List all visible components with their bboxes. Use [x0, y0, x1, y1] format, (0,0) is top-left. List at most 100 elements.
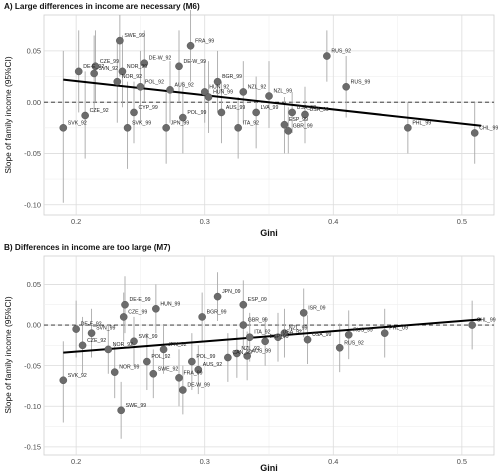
- data-point: [280, 329, 289, 337]
- data-point: [344, 330, 353, 339]
- point-label: FRA_99: [195, 38, 214, 44]
- y-tick-label: 0.00: [27, 321, 41, 330]
- data-point: [213, 292, 222, 301]
- point-label: HUN_99: [160, 301, 180, 307]
- point-label: DE-W_99: [184, 59, 207, 65]
- data-point: [217, 108, 226, 117]
- panel-b-tick-labels: 0.2 0.3 0.4 0.5 -0.15 -0.10 -0.05 0.00 0.05: [24, 280, 467, 466]
- data-point: [280, 120, 289, 129]
- point-label: POL_99: [187, 110, 206, 116]
- panel-b-point-labels: SVK_92 DE-E_92 CZE_92 SVN_99 NOR_92 NOR_99 SWE…: [68, 289, 496, 409]
- data-point: [175, 374, 183, 382]
- data-point: [159, 345, 168, 354]
- data-point: [143, 357, 151, 366]
- data-point: [113, 77, 122, 86]
- panel-a: A) Large differences in income are neces…: [3, 2, 498, 238]
- point-label: ISR_09: [308, 305, 325, 311]
- data-point: [234, 124, 242, 132]
- y-tick-label: 0.05: [27, 46, 41, 55]
- data-point: [252, 108, 260, 117]
- point-label: ITA_92: [254, 330, 270, 336]
- data-point: [59, 376, 68, 385]
- point-label: USA_99: [312, 332, 331, 338]
- data-point: [179, 113, 187, 122]
- data-point: [117, 406, 125, 415]
- data-point: [175, 62, 183, 71]
- point-label: SVN_92: [99, 66, 118, 72]
- y-tick-label: -0.10: [24, 200, 41, 209]
- point-label: DE-E_99: [130, 297, 151, 303]
- x-tick-label: 0.3: [200, 457, 210, 466]
- point-label: SWE_99: [124, 33, 145, 39]
- point-label: DE-E_92: [81, 322, 102, 328]
- point-label: ESP_09: [248, 297, 267, 303]
- point-label: LVA_99: [261, 105, 279, 111]
- data-point: [288, 108, 296, 117]
- point-label: GBR_99: [293, 123, 313, 129]
- x-tick-label: 0.4: [328, 457, 338, 466]
- point-label: PHL_09: [389, 326, 408, 332]
- point-label: SVK_92: [68, 373, 87, 379]
- panel-b-title: B) Differences in income are too large (…: [4, 243, 171, 252]
- data-point: [342, 82, 350, 91]
- data-point: [81, 111, 89, 120]
- data-point: [136, 82, 145, 91]
- point-label: RUS_92: [344, 340, 364, 346]
- data-point: [74, 67, 83, 76]
- point-label: NZL_92: [248, 84, 267, 90]
- data-point: [179, 386, 187, 394]
- data-point: [130, 108, 138, 117]
- data-point: [213, 77, 222, 86]
- point-label: SVK_99: [132, 120, 151, 126]
- data-point: [224, 353, 232, 362]
- y-tick-label: -0.10: [24, 402, 41, 411]
- data-point: [470, 129, 479, 137]
- data-point: [59, 124, 68, 132]
- y-tick-label: -0.05: [24, 149, 41, 158]
- data-point: [121, 300, 129, 309]
- panel-a-error-bars: [62, 9, 476, 203]
- data-point: [468, 321, 476, 329]
- panel-a-x-axis-title: Gini: [260, 228, 278, 238]
- data-point: [243, 352, 251, 360]
- point-label: CHL_99: [479, 125, 498, 131]
- data-point: [87, 329, 96, 337]
- point-label: SWE_99: [126, 403, 147, 409]
- y-tick-label: -0.15: [24, 442, 41, 451]
- panel-a-points: [59, 36, 479, 137]
- point-label: SVN_99: [96, 326, 115, 332]
- data-point: [245, 333, 254, 342]
- data-point: [72, 325, 80, 333]
- point-label: USA_92: [283, 330, 302, 336]
- data-point: [380, 329, 389, 337]
- point-label: NZL_99: [289, 326, 308, 332]
- point-label: USA_92: [297, 105, 316, 111]
- y-tick-label: -0.05: [24, 361, 41, 370]
- point-label: NZL_92: [241, 346, 260, 352]
- data-point: [404, 124, 412, 132]
- panel-b-points: [59, 292, 476, 415]
- data-point: [123, 124, 132, 132]
- data-point: [301, 110, 309, 119]
- data-point: [118, 67, 127, 76]
- data-point: [140, 59, 149, 68]
- point-label: AUS_99: [226, 105, 245, 111]
- point-label: SVK_92: [68, 120, 87, 126]
- data-point: [200, 88, 209, 96]
- point-label: USA_99: [310, 107, 329, 113]
- point-label: NZL_99: [274, 89, 293, 95]
- panel-b-y-axis-title: Slope of family income (95%CI): [3, 296, 13, 414]
- point-label: JPN_09: [222, 289, 241, 295]
- point-label: HUN_99: [213, 90, 233, 96]
- point-label: FRA_99: [184, 370, 203, 376]
- panel-b-trend-line: [63, 318, 482, 354]
- data-point: [90, 69, 98, 78]
- point-label: SWE_92: [158, 366, 179, 372]
- data-point: [261, 337, 269, 346]
- data-point: [119, 313, 128, 321]
- panel-a-tick-labels: 0.2 0.3 0.4 0.5 -0.10 -0.05 0.00 0.05: [24, 46, 467, 226]
- point-label: ESP_99: [270, 334, 289, 340]
- x-tick-label: 0.5: [457, 457, 467, 466]
- data-point: [299, 309, 308, 317]
- data-point: [198, 313, 206, 321]
